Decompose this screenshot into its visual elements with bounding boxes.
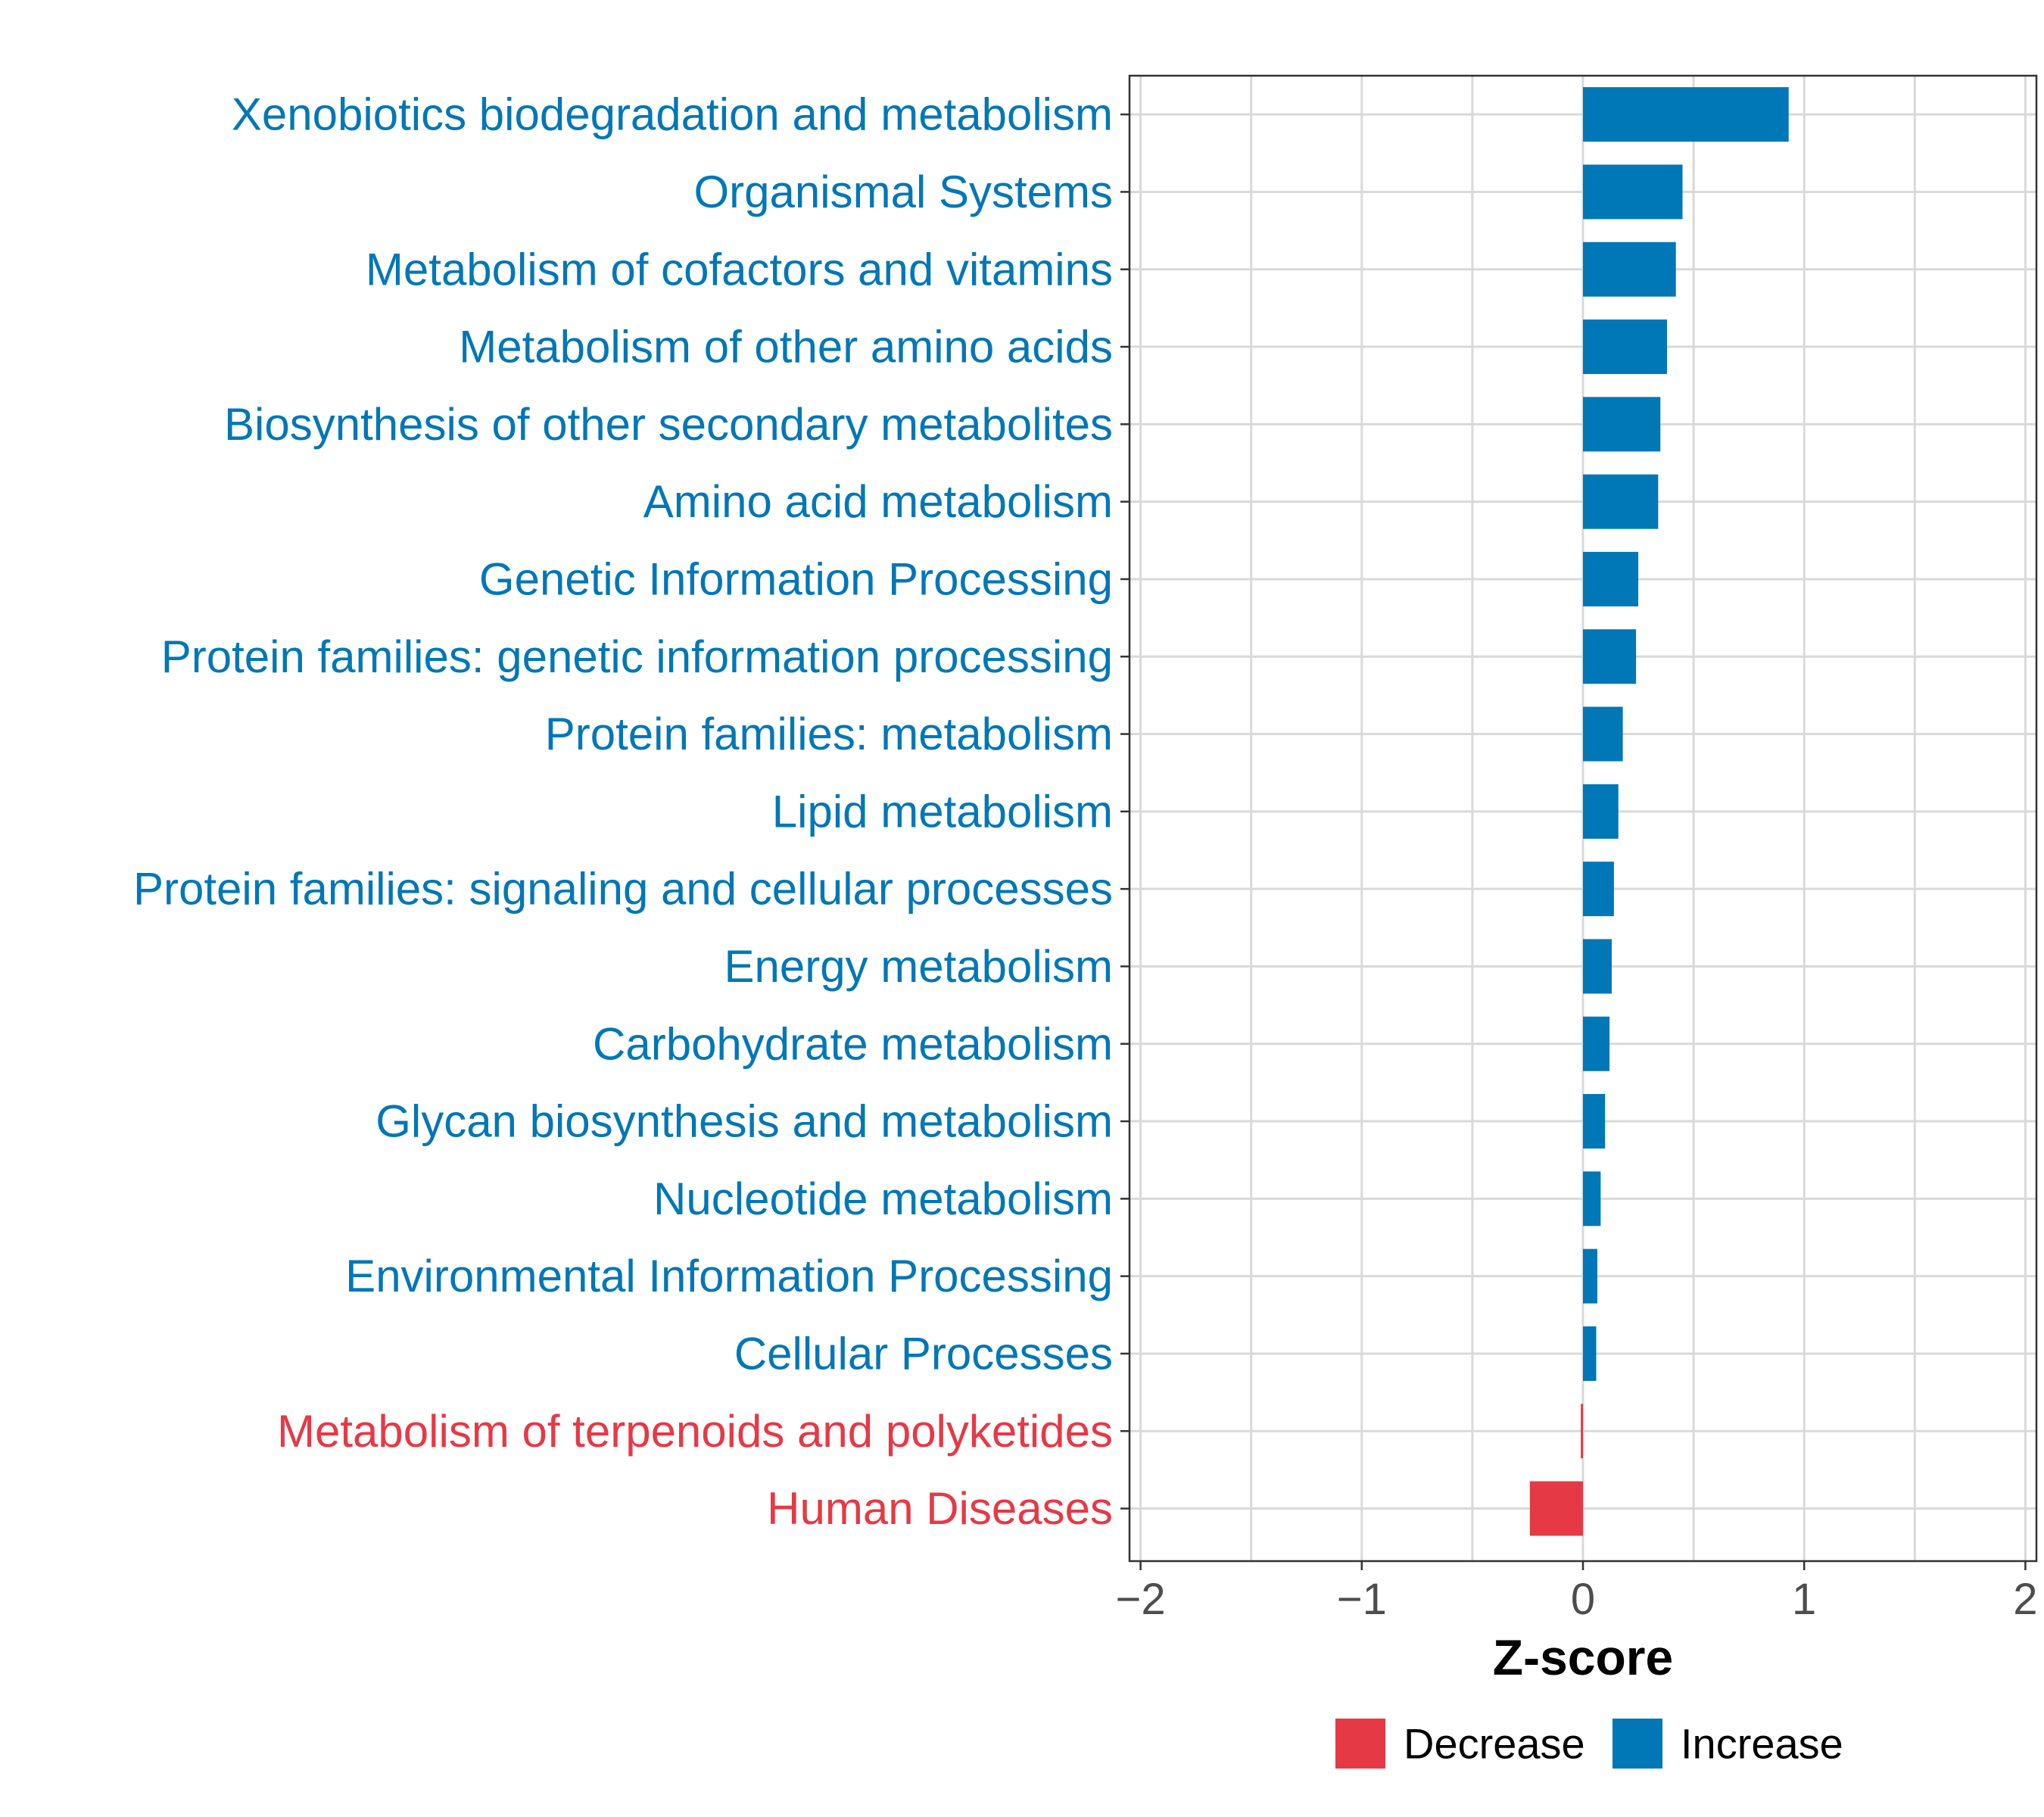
x-tick-label: 1 — [1792, 1575, 1816, 1624]
bar — [1583, 862, 1614, 917]
bar — [1583, 1248, 1597, 1304]
x-axis-title: Z-score — [1493, 1629, 1673, 1685]
y-tick-label: Cellular Processes — [734, 1328, 1113, 1379]
y-tick-label: Lipid metabolism — [772, 786, 1113, 837]
x-tick-label: 2 — [2013, 1575, 2037, 1624]
bar — [1583, 1016, 1610, 1071]
bar — [1583, 1326, 1597, 1381]
y-tick-label: Metabolism of cofactors and vitamins — [366, 244, 1113, 295]
bar — [1583, 551, 1639, 606]
y-tick-label: Xenobiotics biodegradation and metabolis… — [232, 89, 1113, 140]
legend-label: Increase — [1681, 1720, 1843, 1768]
y-tick-label: Protein families: genetic information pr… — [161, 631, 1113, 682]
bar — [1529, 1481, 1583, 1536]
bar — [1583, 87, 1789, 142]
legend-swatch — [1335, 1719, 1385, 1769]
y-tick-label: Environmental Information Processing — [345, 1251, 1113, 1301]
bar — [1583, 629, 1637, 684]
bar — [1583, 242, 1676, 297]
bars — [1529, 87, 1789, 1536]
y-tick-label: Metabolism of terpenoids and polyketides — [277, 1406, 1113, 1457]
y-axis-labels: Xenobiotics biodegradation and metabolis… — [133, 89, 1129, 1534]
y-tick-label: Metabolism of other amino acids — [459, 322, 1113, 372]
bar — [1583, 397, 1661, 452]
y-tick-label: Amino acid metabolism — [643, 476, 1113, 527]
x-tick-label: −2 — [1116, 1575, 1166, 1624]
y-tick-label: Protein families: metabolism — [545, 709, 1113, 759]
bar — [1583, 164, 1683, 220]
y-tick-label: Glycan biosynthesis and metabolism — [375, 1096, 1113, 1147]
y-tick-label: Biosynthesis of other secondary metaboli… — [224, 399, 1113, 450]
bar — [1581, 1404, 1583, 1459]
bar — [1583, 939, 1612, 994]
bar — [1583, 706, 1623, 762]
legend: Decrease Increase — [1335, 1719, 1843, 1769]
bar — [1583, 1171, 1601, 1226]
bar — [1583, 319, 1668, 375]
legend-label: Decrease — [1404, 1720, 1585, 1768]
bar — [1583, 784, 1619, 839]
x-tick-label: −1 — [1337, 1575, 1387, 1624]
bar — [1583, 474, 1659, 529]
y-tick-label: Protein families: signaling and cellular… — [133, 864, 1113, 915]
y-tick-label: Organismal Systems — [694, 167, 1113, 217]
y-tick-label: Genetic Information Processing — [479, 553, 1113, 604]
y-tick-label: Carbohydrate metabolism — [593, 1018, 1113, 1069]
y-tick-label: Human Diseases — [767, 1483, 1113, 1534]
bar — [1583, 1094, 1606, 1149]
x-tick-label: 0 — [1571, 1575, 1595, 1624]
legend-swatch — [1612, 1719, 1662, 1769]
y-tick-label: Energy metabolism — [724, 941, 1113, 992]
y-tick-label: Nucleotide metabolism — [653, 1173, 1113, 1224]
x-axis-labels: −2 −1 0 1 2 — [1116, 1561, 2038, 1624]
